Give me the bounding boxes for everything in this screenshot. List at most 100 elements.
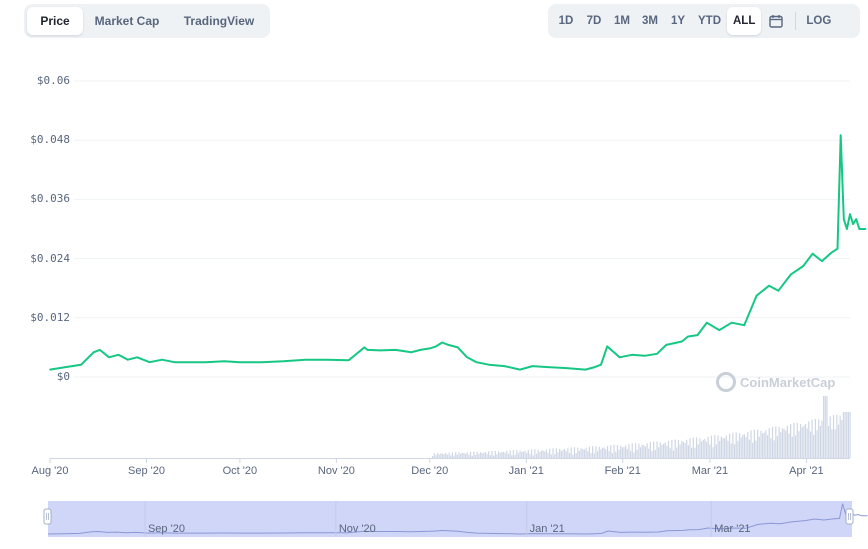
volume-bar: [720, 436, 722, 458]
volume-bar: [621, 447, 623, 458]
volume-bar: [481, 452, 483, 458]
price-point: [755, 294, 758, 297]
volume-bar: [773, 440, 775, 458]
volume-bar: [752, 442, 754, 458]
volume-bar: [826, 396, 828, 458]
price-point: [718, 329, 721, 331]
price-point: [503, 365, 506, 367]
range-3m-button[interactable]: 3M: [642, 15, 658, 27]
volume-bar: [507, 453, 510, 458]
range-1m-button[interactable]: 1M: [614, 15, 630, 27]
volume-bar: [682, 441, 684, 458]
volume-bar: [549, 448, 551, 458]
price-point: [852, 223, 854, 225]
volume-bar: [526, 452, 528, 458]
y-tick-label: $0.012: [30, 310, 70, 324]
log-scale-button[interactable]: LOG: [806, 15, 832, 27]
volume-bar: [564, 449, 566, 458]
volume-bar: [795, 435, 797, 458]
x-tick-label: Jan '21: [508, 465, 544, 477]
volume-bar: [803, 425, 805, 458]
volume-bar: [700, 441, 703, 458]
volume-bar: [524, 450, 526, 458]
x-tick-label: Nov '20: [317, 465, 355, 477]
tab-price[interactable]: Price: [27, 7, 83, 35]
price-point: [531, 365, 534, 367]
price-point: [348, 359, 350, 362]
price-point: [363, 346, 366, 349]
range-1d-button[interactable]: 1D: [558, 15, 574, 27]
range-7d-button[interactable]: 7D: [586, 15, 602, 27]
volume-bar: [832, 415, 835, 458]
volume-bar: [453, 455, 455, 458]
volume-bar: [809, 431, 812, 458]
price-point: [830, 251, 833, 254]
volume-bar: [445, 453, 447, 458]
volume-bar: [578, 450, 581, 458]
volume-bar: [504, 452, 506, 458]
volume-bar: [494, 450, 496, 458]
volume-bar: [672, 450, 675, 458]
tab-market-cap[interactable]: Market Cap: [94, 14, 160, 28]
range-all-button[interactable]: ALL: [727, 7, 762, 35]
volume-bar: [646, 443, 648, 458]
volume-bar: [639, 447, 642, 458]
x-tick-label: Dec '20: [411, 465, 449, 477]
y-tick-label: $0.024: [30, 251, 70, 265]
volume-bar: [506, 450, 508, 458]
price-point: [108, 356, 110, 359]
price-point: [189, 361, 191, 364]
volume-bar: [679, 444, 681, 458]
volume-bar: [710, 435, 713, 458]
x-tick-label: Mar '21: [691, 465, 729, 477]
volume-bar: [516, 450, 518, 458]
volume-bar: [620, 445, 622, 458]
volume-bar: [456, 454, 458, 458]
volume-bar: [705, 441, 708, 458]
volume-bar: [433, 452, 435, 458]
price-point: [379, 349, 381, 352]
volume-bar: [463, 452, 465, 458]
volume-bar: [707, 436, 709, 458]
volume-bar: [443, 453, 445, 458]
volume-bar: [606, 445, 609, 458]
range-ytd-button[interactable]: YTD: [698, 15, 721, 27]
navigator-label: Sep '20: [147, 523, 185, 535]
price-point: [435, 345, 437, 348]
calendar-icon[interactable]: [761, 7, 791, 35]
volume-bar: [531, 449, 533, 458]
navigator-right-handle[interactable]: [845, 508, 854, 525]
volume-bar: [694, 447, 696, 458]
volume-bar: [717, 435, 719, 458]
price-point: [606, 345, 608, 348]
volume-bar: [747, 431, 749, 458]
volume-bar: [514, 454, 516, 458]
volume-bar: [537, 449, 539, 458]
price-point: [64, 366, 67, 368]
volume-bar: [651, 451, 653, 458]
range-1y-button[interactable]: 1Y: [670, 15, 686, 27]
volume-bar: [659, 442, 661, 458]
volume-bar: [600, 449, 602, 458]
volume-bar: [796, 422, 798, 458]
volume-bar: [436, 453, 439, 458]
volume-bar: [573, 447, 576, 458]
volume-bar: [587, 451, 589, 458]
volume-bar: [450, 455, 452, 458]
price-point: [148, 361, 151, 364]
coinmarketcap-watermark: CoinMarketCap: [716, 372, 835, 392]
volume-bar: [831, 429, 833, 458]
volume-bar: [766, 435, 769, 458]
tab-tradingview[interactable]: TradingView: [183, 14, 255, 28]
volume-bar: [605, 449, 607, 458]
navigator-left-handle[interactable]: [43, 508, 52, 525]
price-point: [441, 341, 444, 344]
volume-bar: [643, 444, 645, 458]
price-point: [547, 366, 549, 368]
volume-bar: [842, 412, 845, 458]
x-tick-label: Oct '20: [222, 465, 258, 477]
volume-bar: [687, 445, 689, 458]
volume-bar: [786, 425, 788, 458]
volume-bar: [776, 436, 779, 458]
